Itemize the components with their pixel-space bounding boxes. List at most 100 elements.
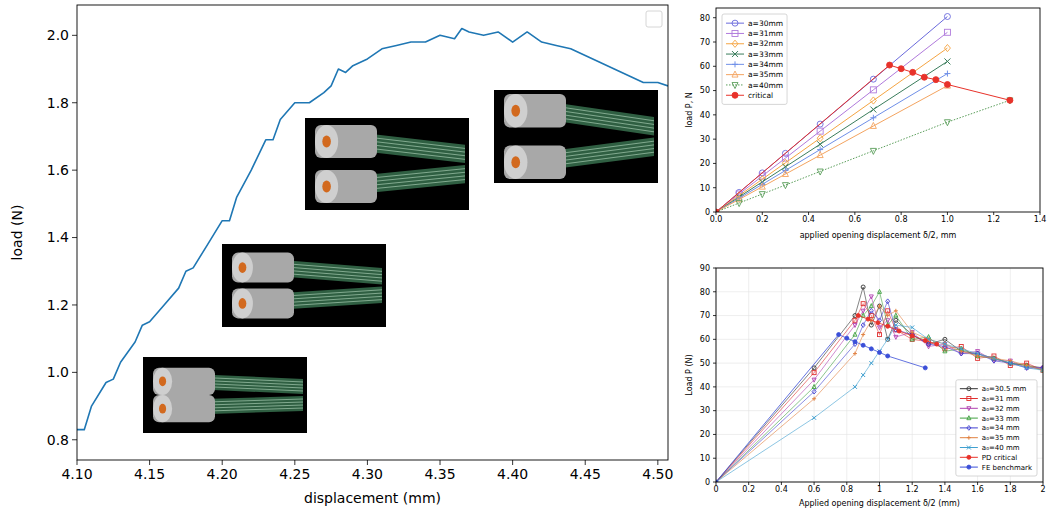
marker [878, 304, 882, 308]
plot-data [77, 29, 668, 430]
legend-marker [967, 416, 971, 420]
y-tick-label: 1.4 [47, 229, 69, 245]
legend-label: a₀=30.5 mm [982, 385, 1027, 393]
legend-label: a₀=33 mm [982, 415, 1020, 423]
specimen-image [222, 244, 386, 327]
y-tick-label: 50 [700, 86, 710, 95]
legend-swatch [726, 43, 744, 44]
marker [817, 141, 823, 147]
legend-label: a₀=32 mm [982, 405, 1020, 413]
marker [861, 285, 865, 289]
ply-line [365, 137, 465, 149]
series-line [858, 316, 936, 345]
legend-swatch [960, 408, 978, 409]
specimen-arm-plate [282, 260, 382, 284]
y-tick-label: 70 [700, 38, 710, 47]
series-line [716, 287, 1043, 482]
y-tick-label: 40 [700, 383, 710, 392]
ply-line [282, 267, 382, 275]
y-axis-title: load P, N [685, 92, 694, 128]
series-line [716, 335, 925, 482]
marker [943, 342, 947, 346]
legend-marker [967, 465, 971, 469]
marker [782, 155, 788, 161]
series-line [716, 65, 1010, 212]
legend: a₀=30.5 mma₀=31 mma₀=32 mma₀=33 mma₀=34 … [956, 380, 1037, 476]
loading-block [153, 395, 215, 422]
marker [898, 66, 904, 72]
ply-line [554, 113, 654, 128]
legend-swatch [960, 418, 978, 419]
y-axis-title: load (N) [9, 205, 25, 261]
marker [886, 354, 890, 358]
legend-marker [732, 40, 738, 47]
x-tick [367, 460, 368, 465]
block-face [315, 170, 338, 203]
x-tick-label: 4.25 [279, 466, 310, 482]
marker [1008, 361, 1012, 365]
marker [944, 14, 950, 20]
marker [812, 366, 816, 370]
marker [886, 337, 890, 341]
specimen-image [494, 90, 658, 183]
pin-hole [322, 181, 331, 193]
y-tick [713, 434, 716, 435]
legend-marker [732, 51, 738, 57]
y-tick-label: 0 [705, 208, 710, 217]
x-tick-label: 1 [877, 485, 882, 494]
marker [894, 309, 898, 313]
y-tick-label: 50 [700, 359, 710, 368]
canvas: 4.104.154.204.254.304.354.404.454.500.81… [0, 0, 1053, 513]
marker [736, 201, 742, 207]
y-tick [713, 139, 716, 140]
plot-data [716, 14, 1013, 213]
marker [812, 416, 816, 420]
ply-line [203, 408, 303, 411]
marker [886, 314, 890, 318]
y-tick-label: 1.6 [47, 162, 69, 178]
block-face [315, 125, 338, 158]
x-tick [585, 460, 586, 465]
ply-line [365, 180, 465, 190]
marker [759, 183, 765, 189]
ply-line [365, 144, 465, 156]
marker [878, 326, 882, 330]
marker [943, 337, 947, 341]
y-tick [72, 439, 77, 440]
legend-label: critical [748, 91, 773, 100]
chart-panel: 4.104.154.204.254.304.354.404.454.500.81… [9, 5, 673, 506]
series-line [716, 48, 947, 212]
x-tick-label: 1.2 [987, 215, 1000, 224]
marker [921, 74, 927, 80]
y-tick-label: 0.8 [47, 432, 69, 448]
marker [870, 97, 876, 104]
ply-line [554, 106, 654, 121]
pin-hole [239, 298, 247, 309]
marker [812, 378, 816, 382]
y-tick-label: 10 [700, 184, 710, 193]
series-line [716, 292, 1043, 482]
legend-marker [967, 446, 971, 450]
marker [1025, 366, 1029, 370]
marker [944, 82, 950, 88]
legend-box [956, 380, 1037, 476]
marker [812, 397, 816, 401]
chart-panel: 0.00.20.40.60.81.01.21.40102030405060708… [685, 8, 1046, 240]
y-tick [713, 291, 716, 292]
ply-line [554, 117, 654, 132]
marker [869, 308, 873, 313]
marker [861, 302, 865, 306]
legend-label: a=31mm [748, 29, 783, 38]
ply-line [554, 110, 654, 125]
marker [870, 115, 876, 121]
x-tick-label: 1.2 [906, 485, 919, 494]
ply-line [203, 399, 303, 402]
ply-line [203, 402, 303, 405]
y-tick-label: 10 [700, 454, 710, 463]
grid-line [912, 268, 913, 482]
specimen-arm-plate [365, 133, 465, 163]
x-tick-label: 4.30 [352, 466, 383, 482]
legend-label: a₀=35 mm [982, 434, 1020, 442]
ply-line [282, 296, 382, 302]
y-tick-label: 90 [700, 264, 710, 273]
